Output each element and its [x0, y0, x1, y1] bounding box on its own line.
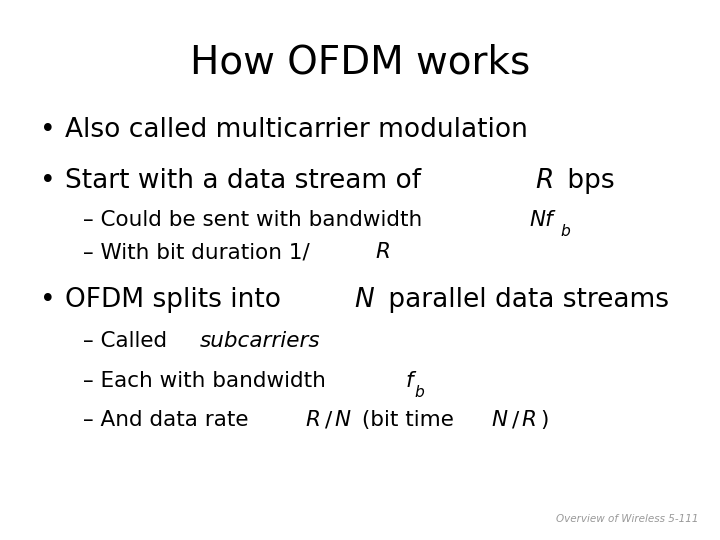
Text: ): ): [541, 410, 549, 430]
Text: – And data rate: – And data rate: [83, 410, 255, 430]
Text: OFDM splits into: OFDM splits into: [65, 287, 289, 313]
Text: subcarriers: subcarriers: [200, 331, 321, 352]
Text: N: N: [354, 287, 374, 313]
Text: (bit time: (bit time: [355, 410, 461, 430]
Text: Also called multicarrier modulation: Also called multicarrier modulation: [65, 117, 528, 143]
Text: f: f: [405, 370, 413, 391]
Text: Nf: Nf: [529, 210, 553, 230]
Text: R: R: [535, 168, 554, 194]
Text: N: N: [491, 410, 508, 430]
Text: Overview of Wireless 5-111: Overview of Wireless 5-111: [556, 514, 698, 524]
Text: parallel data streams: parallel data streams: [380, 287, 669, 313]
Text: /: /: [325, 410, 332, 430]
Text: N: N: [334, 410, 350, 430]
Text: Start with a data stream of: Start with a data stream of: [65, 168, 429, 194]
Text: •: •: [40, 168, 55, 194]
Text: bps: bps: [559, 168, 614, 194]
Text: b: b: [560, 224, 570, 239]
Text: – Called: – Called: [83, 331, 174, 352]
Text: – Could be sent with bandwidth: – Could be sent with bandwidth: [83, 210, 429, 230]
Text: b: b: [415, 385, 425, 400]
Text: R: R: [521, 410, 536, 430]
Text: R: R: [305, 410, 320, 430]
Text: •: •: [40, 287, 55, 313]
Text: – With bit duration 1/: – With bit duration 1/: [83, 242, 310, 262]
Text: /: /: [512, 410, 519, 430]
Text: – Each with bandwidth: – Each with bandwidth: [83, 370, 333, 391]
Text: How OFDM works: How OFDM works: [190, 43, 530, 81]
Text: R: R: [375, 242, 390, 262]
Text: •: •: [40, 117, 55, 143]
